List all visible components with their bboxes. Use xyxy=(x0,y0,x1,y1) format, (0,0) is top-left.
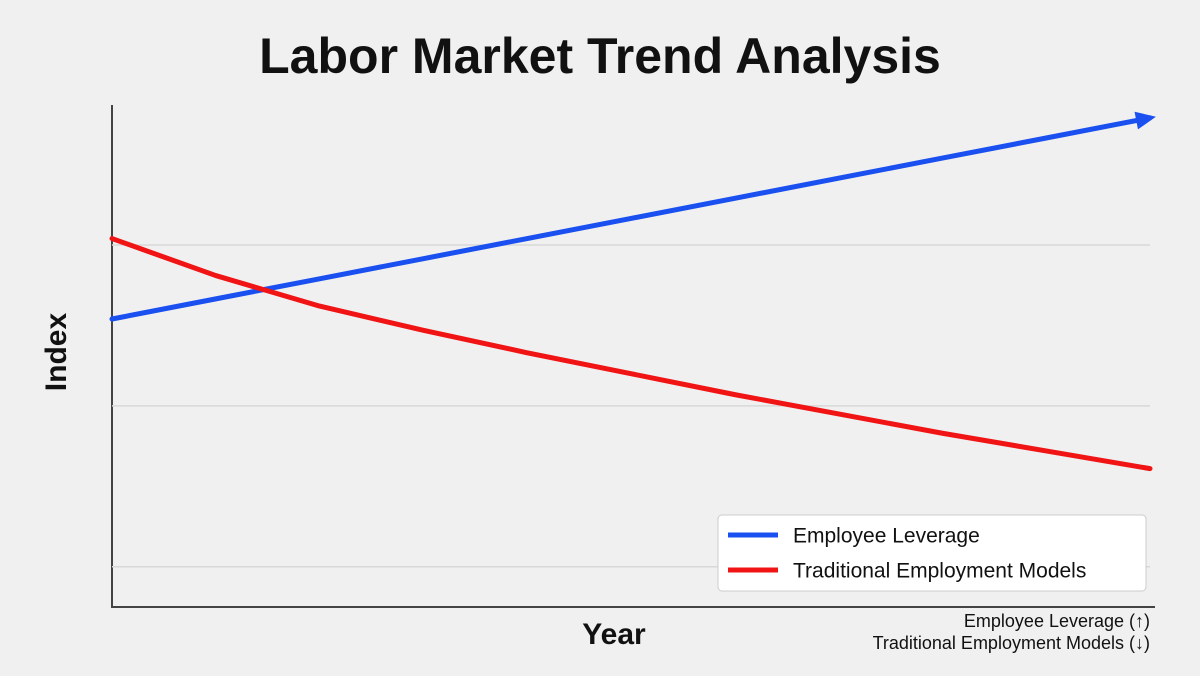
x-axis-label: Year xyxy=(582,618,646,651)
chart-title: Labor Market Trend Analysis xyxy=(259,28,941,84)
legend-label: Traditional Employment Models xyxy=(793,560,1086,583)
legend-label: Employee Leverage xyxy=(793,525,980,548)
legend-box xyxy=(717,514,1147,592)
data-line xyxy=(109,115,1153,322)
note: Traditional Employment Models (↓) xyxy=(873,633,1150,653)
data-line xyxy=(109,236,1153,472)
line-arrowhead xyxy=(1134,111,1156,130)
y-axis-label: Index xyxy=(40,313,73,392)
note: Employee Leverage (↑) xyxy=(964,611,1150,631)
